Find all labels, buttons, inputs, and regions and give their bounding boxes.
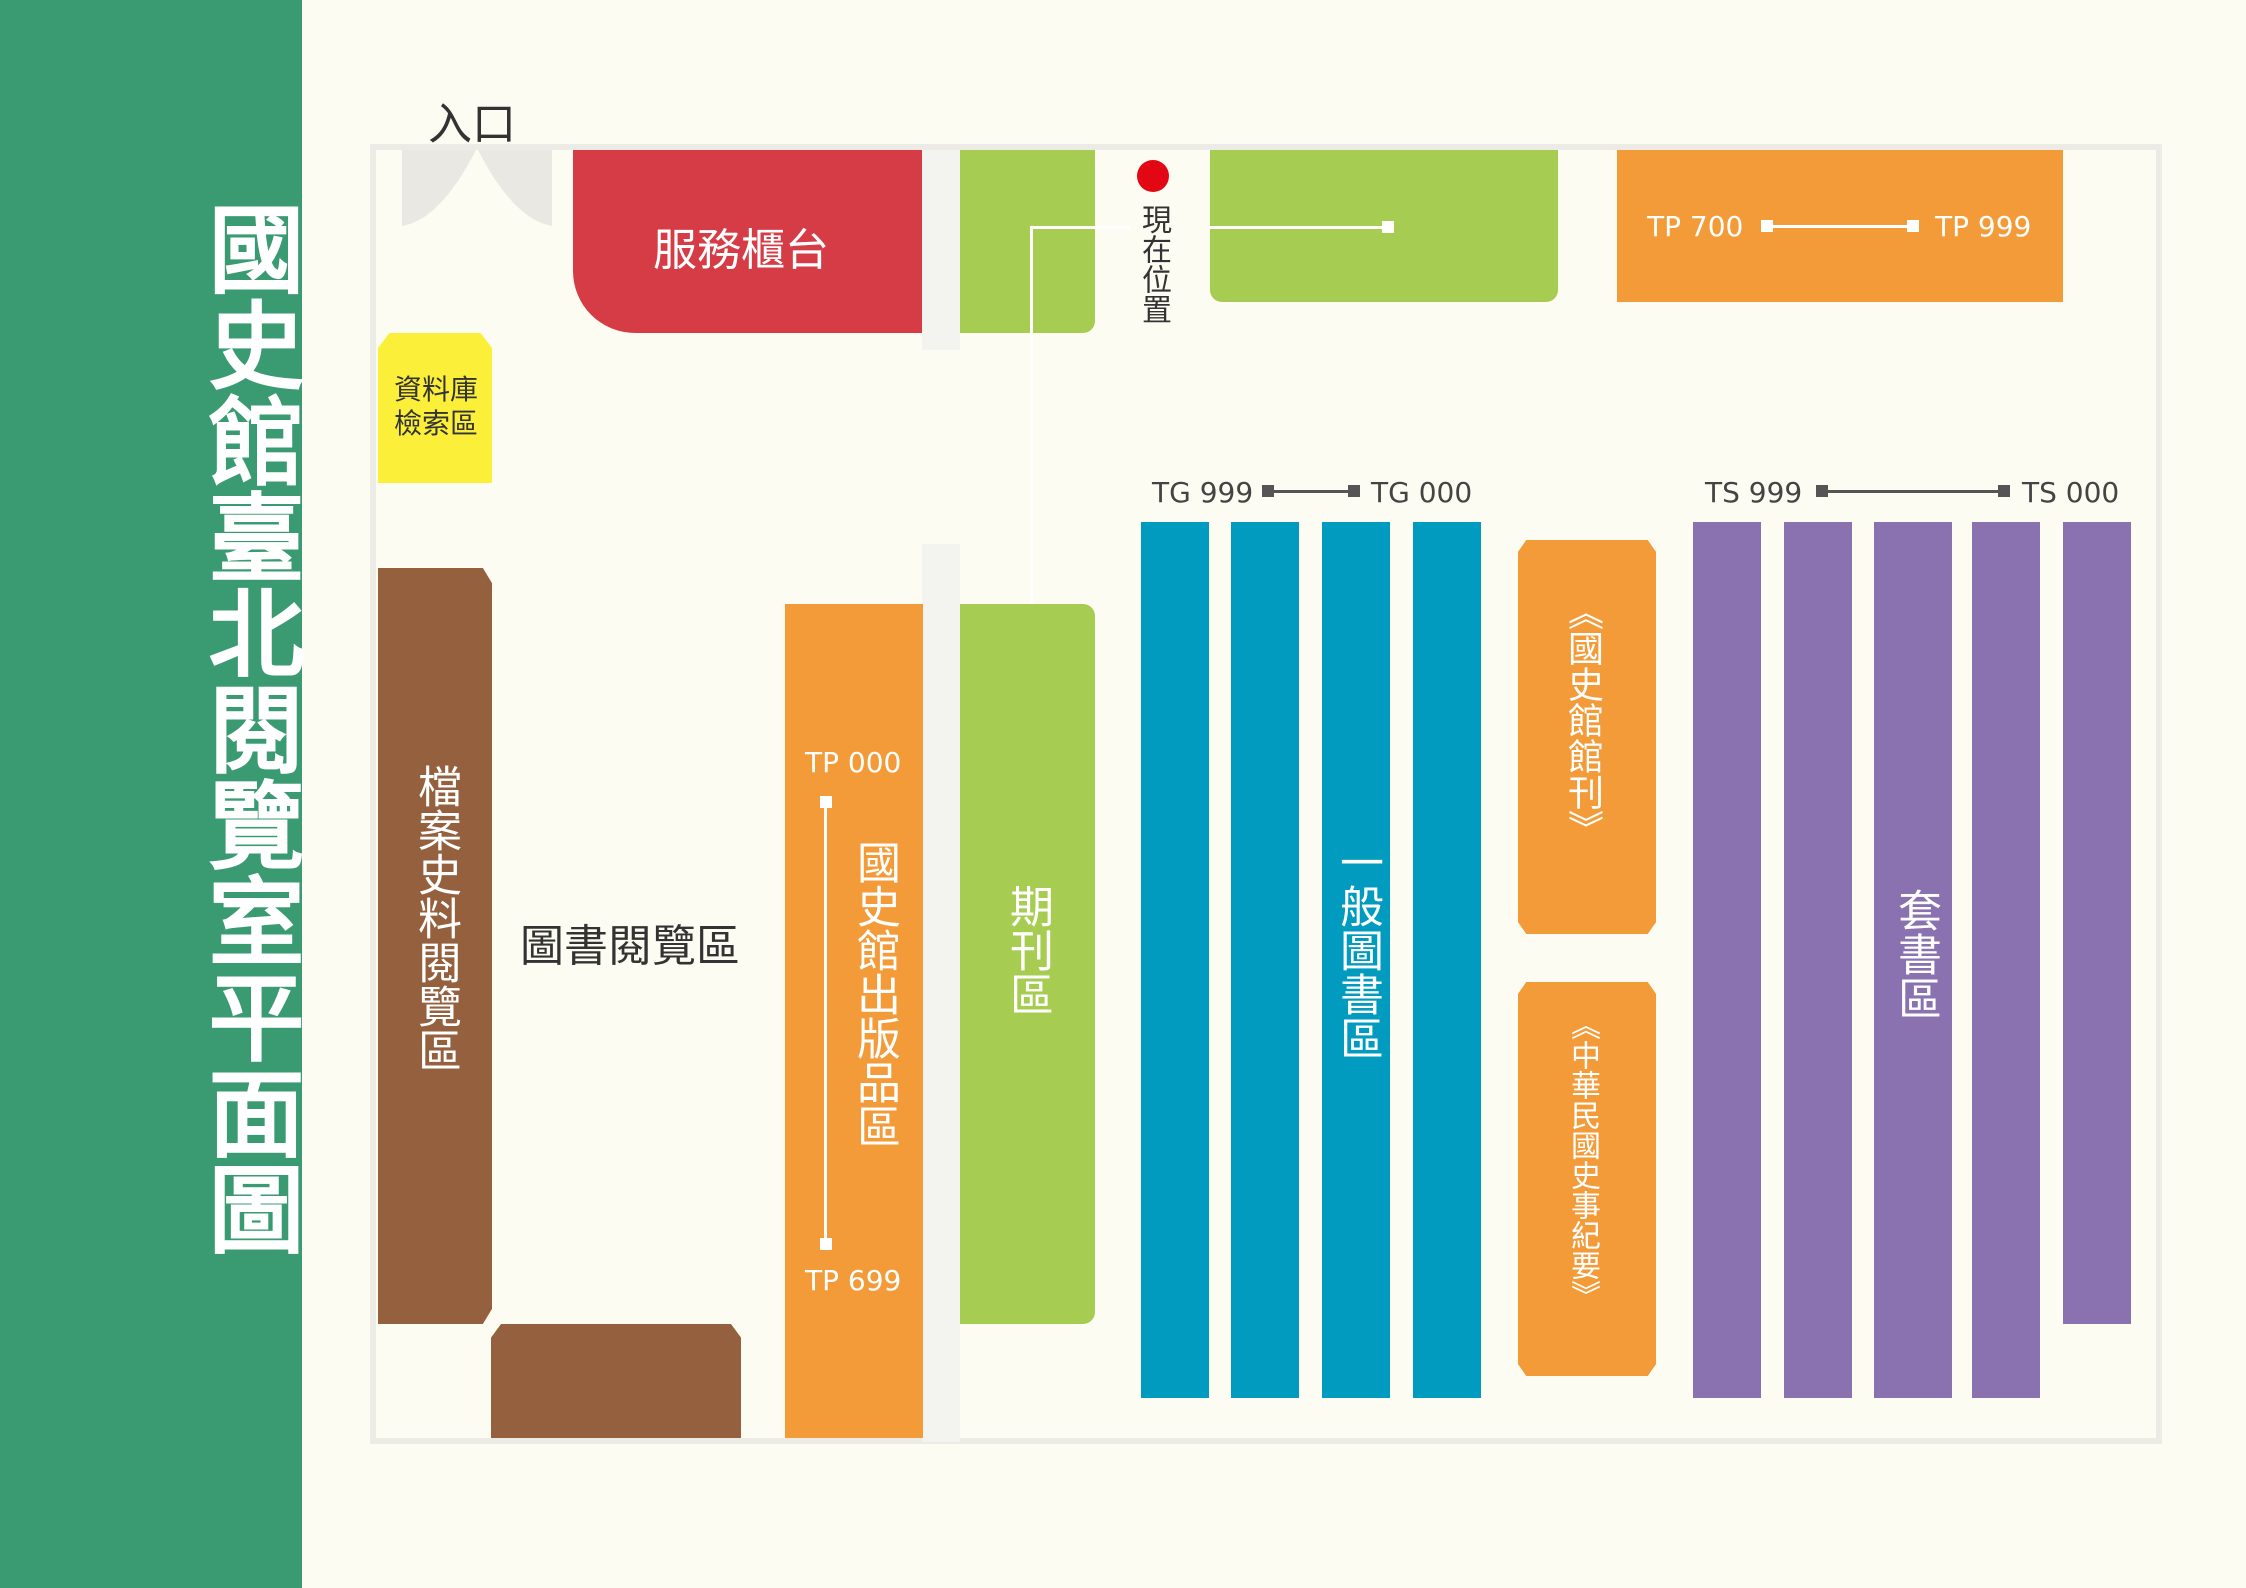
service-desk-label: 服務櫃台 xyxy=(653,225,829,276)
page-title: 國史館臺北閱覽室平面圖 xyxy=(192,200,304,1256)
sets-shelf: 套書區 xyxy=(1874,522,1952,1398)
range-start-label: TP 000 xyxy=(805,746,902,779)
connector-line xyxy=(1208,226,1388,229)
range-end xyxy=(820,1238,832,1250)
range-start-label: TG 999 xyxy=(1152,476,1254,509)
entrance-label: 入口 xyxy=(428,99,516,150)
general-book-shelf xyxy=(1231,522,1299,1398)
sets-shelf xyxy=(1972,522,2040,1398)
general-book-shelf: 一般圖書區 xyxy=(1322,522,1390,1398)
database-area-label: 資料庫檢索區 xyxy=(393,373,478,440)
range-line xyxy=(1767,225,1907,228)
pillar xyxy=(922,150,960,350)
general-books-area-label: 一般圖書區 xyxy=(1332,840,1383,1060)
range-end-label: TG 000 xyxy=(1371,476,1473,509)
range-end-label: TP 999 xyxy=(1935,210,2032,243)
database-area: 資料庫檢索區 xyxy=(378,333,492,483)
service-desk: 服務櫃台 xyxy=(573,150,923,333)
book-reading-area-label: 圖書閱覽區 xyxy=(520,921,740,972)
current-location-label: 現在位置 xyxy=(1136,204,1171,324)
sets-area-label: 套書區 xyxy=(1890,888,1941,1020)
range-start-label: TS 999 xyxy=(1705,476,1803,509)
chronicle-shelf-label: 《中華民國史事紀要》 xyxy=(1565,1010,1600,1310)
journal-shelf-label: 《國史館館刊》 xyxy=(1562,594,1603,846)
periodicals-area: 期刊區 xyxy=(960,604,1095,1324)
chronicle-shelf: 《中華民國史事紀要》 xyxy=(1518,982,1656,1376)
connector-line xyxy=(1030,226,1033,850)
range-end xyxy=(1816,485,1828,497)
publications-area: TP 000 TP 699 國史館出版品區 xyxy=(785,604,923,1438)
sidebar xyxy=(0,0,302,1588)
periodicals-area-label: 期刊區 xyxy=(1002,884,1053,1016)
range-line xyxy=(1822,490,2006,493)
connector-end xyxy=(1382,221,1394,233)
range-end xyxy=(820,796,832,808)
pillar xyxy=(922,544,960,1442)
range-end-label: TS 000 xyxy=(2022,476,2120,509)
floor-outline xyxy=(370,144,2162,1444)
archives-area: 檔案史料閱覽區 xyxy=(378,568,492,1324)
range-end xyxy=(1907,220,1919,232)
archives-area-label: 檔案史料閱覽區 xyxy=(410,764,461,1072)
archives-block-bottom xyxy=(491,1324,741,1438)
connector-line xyxy=(1030,226,1130,229)
publications-area-label: 國史館出版品區 xyxy=(849,840,900,1148)
shelf-tp-700-999: TP 700 TP 999 xyxy=(1617,150,2063,302)
range-line xyxy=(1268,490,1356,493)
range-line xyxy=(824,800,827,1244)
journal-shelf: 《國史館館刊》 xyxy=(1518,540,1656,934)
periodicals-block-top xyxy=(960,150,1095,333)
sets-shelf xyxy=(1693,522,1761,1398)
range-end xyxy=(1998,485,2010,497)
general-book-shelf xyxy=(1141,522,1209,1398)
range-start-label: TP 700 xyxy=(1647,210,1744,243)
sets-shelf xyxy=(2063,522,2131,1324)
range-end-label: TP 699 xyxy=(805,1264,902,1297)
current-location-marker-icon xyxy=(1137,160,1169,192)
entrance-door-icon xyxy=(400,150,554,226)
sets-shelf xyxy=(1784,522,1852,1398)
range-end xyxy=(1348,485,1360,497)
range-end xyxy=(1761,220,1773,232)
general-book-shelf xyxy=(1413,522,1481,1398)
range-end xyxy=(1262,485,1274,497)
